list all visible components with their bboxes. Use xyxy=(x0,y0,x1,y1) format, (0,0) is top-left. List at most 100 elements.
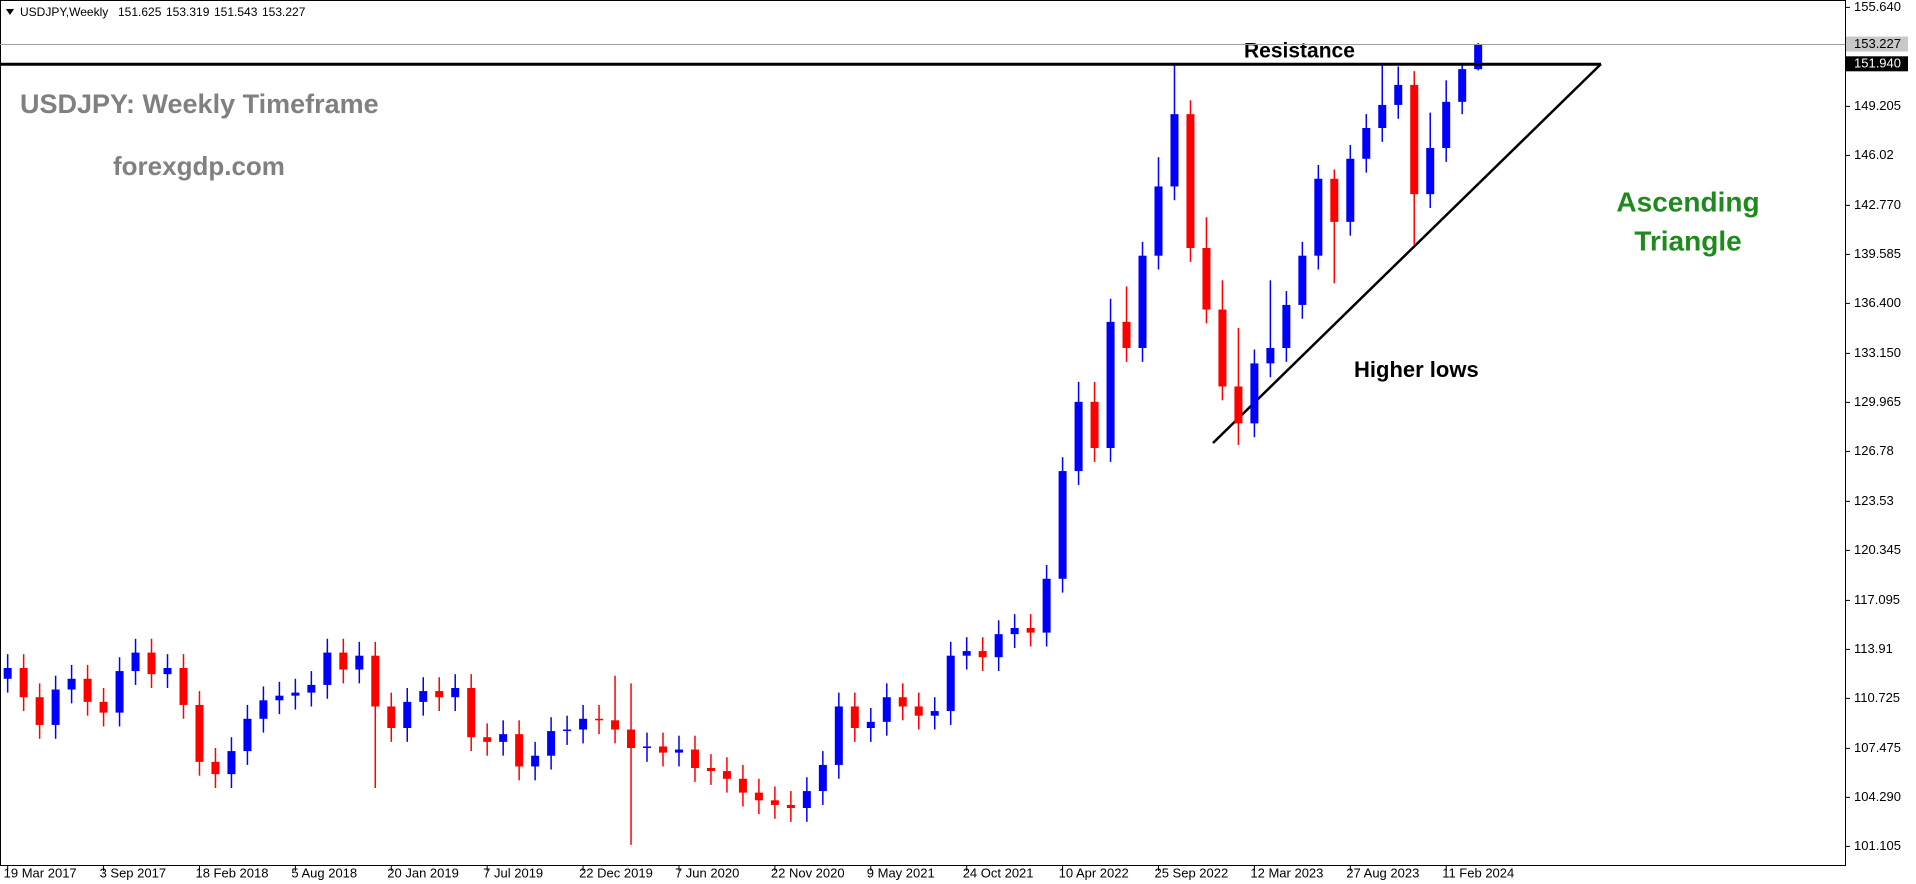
x-tick-label: 11 Feb 2024 xyxy=(1442,865,1514,880)
candle-body xyxy=(179,668,188,705)
candle-body xyxy=(115,671,124,713)
menu-arrow xyxy=(6,9,14,15)
candle-body xyxy=(866,721,875,728)
candle-body xyxy=(1058,471,1067,579)
candle-body xyxy=(1362,128,1371,159)
candle-body xyxy=(531,755,540,767)
x-tick-label: 19 Mar 2017 xyxy=(4,865,77,880)
candle-body xyxy=(403,701,412,728)
candles xyxy=(3,43,1483,845)
resistance-label: 151.940 xyxy=(1854,56,1901,71)
resistance-box xyxy=(1846,56,1908,72)
x-tick-label: 9 May 2021 xyxy=(867,865,935,880)
candle-body xyxy=(99,701,108,713)
candle-body xyxy=(67,678,76,690)
candle-body xyxy=(147,652,156,675)
candle-body xyxy=(467,688,476,738)
candle-body xyxy=(898,697,907,707)
ohlc-low: 151.543 xyxy=(214,5,258,19)
candle-body xyxy=(1410,84,1419,195)
candle-body xyxy=(1474,44,1483,70)
candle-body xyxy=(51,689,60,725)
candle-body xyxy=(227,751,236,775)
candle-body xyxy=(547,731,556,756)
candle-body xyxy=(786,804,795,808)
candle-body xyxy=(451,688,460,698)
resistance-text: Resistance xyxy=(1244,40,1355,63)
candle-body xyxy=(243,718,252,752)
candle-body xyxy=(882,697,891,722)
y-tick-label: 155.640 xyxy=(1854,0,1901,14)
candle-body xyxy=(643,746,652,748)
candle-body xyxy=(83,678,92,702)
candle-body xyxy=(994,634,1003,658)
y-tick-label: 129.965 xyxy=(1854,394,1901,409)
candle-body xyxy=(1442,101,1451,148)
y-tick-label: 126.78 xyxy=(1854,443,1894,458)
candle-body xyxy=(1250,363,1259,424)
candle-body xyxy=(659,746,668,753)
candle-body xyxy=(690,749,699,768)
x-tick-label: 25 Sep 2022 xyxy=(1154,865,1228,880)
candle-body xyxy=(914,706,923,716)
candle-body xyxy=(1042,578,1051,633)
higher-lows-text: Higher lows xyxy=(1354,357,1479,382)
candle-body xyxy=(1394,84,1403,105)
plot-frame xyxy=(0,0,1846,866)
candle-body xyxy=(722,771,731,779)
candle-body xyxy=(291,692,300,696)
candle-body xyxy=(195,704,204,762)
candle-body xyxy=(1122,321,1131,348)
x-tick-label: 3 Sep 2017 xyxy=(100,865,167,880)
candle-body xyxy=(802,791,811,808)
candle-body xyxy=(754,792,763,801)
x-tick-label: 24 Oct 2021 xyxy=(963,865,1034,880)
candle-body xyxy=(930,711,939,716)
y-tick-label: 142.770 xyxy=(1854,197,1901,212)
ohlc-close: 153.227 xyxy=(262,5,306,19)
x-tick-label: 7 Jul 2019 xyxy=(483,865,543,880)
candle-body xyxy=(371,655,380,707)
candle-body xyxy=(1458,69,1467,102)
candle-body xyxy=(355,655,364,670)
candle-body xyxy=(163,668,172,675)
candle-body xyxy=(1090,401,1099,448)
site: forexgdp.com xyxy=(113,151,285,181)
candle-body xyxy=(1378,104,1387,128)
candle-body xyxy=(419,691,428,702)
candle-body xyxy=(978,651,987,658)
y-tick-label: 104.290 xyxy=(1854,789,1901,804)
candle-body xyxy=(738,778,747,793)
pattern-text: Ascending xyxy=(1616,186,1759,217)
x-tick-label: 20 Jan 2019 xyxy=(387,865,459,880)
y-tick-label: 123.53 xyxy=(1854,493,1894,508)
candle-body xyxy=(1106,321,1115,448)
candle-body xyxy=(1298,255,1307,305)
candle-body xyxy=(1314,178,1323,256)
candle-body xyxy=(35,697,44,725)
candle-body xyxy=(435,691,444,698)
candle-body xyxy=(1138,255,1147,348)
x-tick-label: 10 Apr 2022 xyxy=(1059,865,1129,880)
y-tick-label: 136.400 xyxy=(1854,295,1901,310)
candle-body xyxy=(1426,148,1435,195)
candle-body xyxy=(579,718,588,730)
candle-body xyxy=(131,652,140,672)
x-tick-label: 18 Feb 2018 xyxy=(195,865,268,880)
ohlc-open: 151.625 xyxy=(118,5,162,19)
y-tick-label: 101.105 xyxy=(1854,838,1901,853)
symbol: USDJPY,Weekly xyxy=(20,5,108,19)
candle-body xyxy=(1282,304,1291,348)
candle-body xyxy=(1346,158,1355,222)
y-tick-label: 117.095 xyxy=(1854,592,1900,607)
candle-body xyxy=(1202,248,1211,310)
x-tick-label: 27 Aug 2023 xyxy=(1346,865,1419,880)
x-tick-label: 5 Aug 2018 xyxy=(291,865,357,880)
y-tick-label: 139.585 xyxy=(1854,246,1901,261)
x-tick-label: 7 Jun 2020 xyxy=(675,865,739,880)
candle-body xyxy=(19,668,28,698)
x-tick-label: 22 Dec 2019 xyxy=(579,865,653,880)
candle-body xyxy=(770,800,779,805)
x-tick-label: 22 Nov 2020 xyxy=(771,865,845,880)
